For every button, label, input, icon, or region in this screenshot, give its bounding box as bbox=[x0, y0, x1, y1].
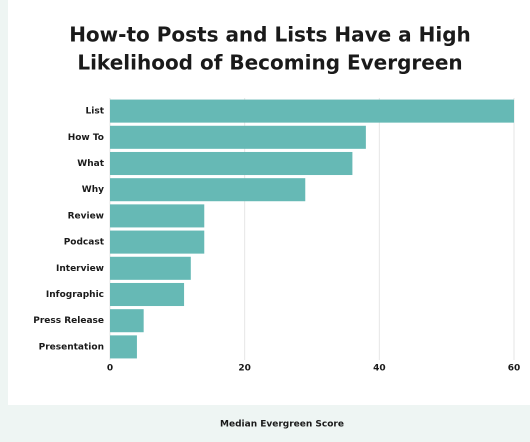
x-tick-label: 0 bbox=[107, 364, 113, 374]
x-tick-label: 20 bbox=[238, 364, 251, 374]
y-tick-label: Review bbox=[68, 211, 104, 221]
y-tick-label: Podcast bbox=[64, 238, 105, 248]
bar bbox=[110, 230, 205, 254]
y-tick-label: Infographic bbox=[46, 290, 104, 300]
y-tick-label: How To bbox=[68, 133, 104, 143]
y-tick-label: Why bbox=[82, 185, 104, 195]
x-tick-label: 40 bbox=[373, 364, 386, 374]
y-tick-label: List bbox=[86, 107, 105, 117]
chart-title: Likelihood of Becoming Evergreen bbox=[77, 51, 462, 75]
bar bbox=[110, 309, 144, 333]
x-axis-label: Median Evergreen Score bbox=[220, 420, 344, 430]
y-tick-label: Presentation bbox=[39, 342, 104, 352]
bar bbox=[110, 178, 306, 202]
left-frame bbox=[0, 0, 8, 442]
y-tick-label: Interview bbox=[56, 264, 104, 274]
bar bbox=[110, 256, 191, 280]
y-tick-label: What bbox=[77, 159, 104, 169]
footer-band bbox=[8, 405, 530, 442]
chart-title: How-to Posts and Lists Have a High bbox=[69, 23, 471, 47]
x-tick-label: 60 bbox=[508, 364, 521, 374]
bar bbox=[110, 282, 185, 307]
y-tick-label: Press Release bbox=[33, 316, 104, 326]
bar bbox=[110, 204, 205, 228]
bar bbox=[110, 99, 514, 123]
bar bbox=[110, 335, 137, 359]
bar bbox=[110, 125, 366, 149]
bar bbox=[110, 151, 353, 176]
